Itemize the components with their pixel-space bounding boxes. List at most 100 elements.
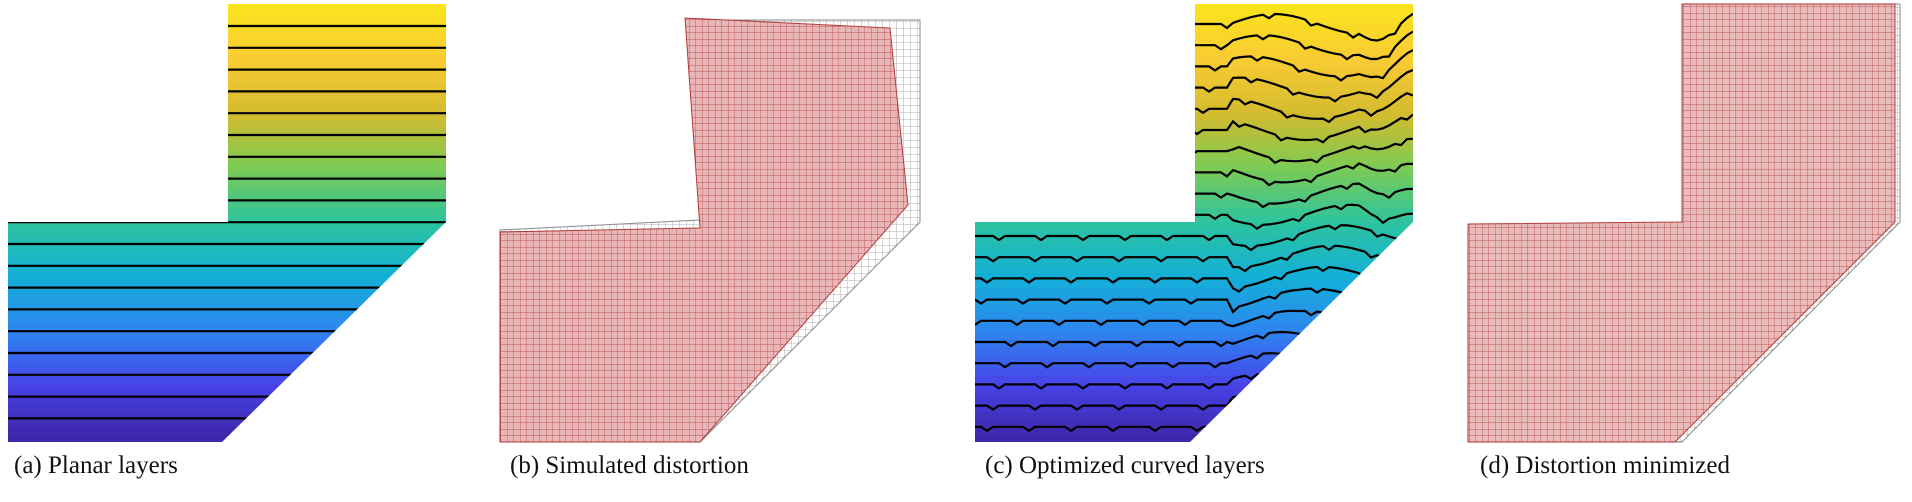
panel-c-color-band bbox=[975, 346, 1413, 355]
panel-a-color-band bbox=[8, 310, 446, 319]
panel-c-color-band bbox=[975, 83, 1413, 93]
panel-c-color-band bbox=[975, 244, 1413, 253]
panel-a-color-band bbox=[8, 222, 446, 231]
panel-a-color-band bbox=[8, 76, 446, 85]
panel-a-color-band bbox=[8, 156, 446, 166]
panel-a-color-band bbox=[8, 4, 446, 12]
panel-a-color-band bbox=[8, 361, 446, 370]
panel-c-color-band bbox=[975, 295, 1413, 304]
panel-c-color-band bbox=[975, 18, 1413, 27]
panel-a-color-band bbox=[8, 346, 446, 355]
panel-b-simulated-distortion bbox=[499, 17, 921, 443]
panel-a-color-band bbox=[8, 273, 446, 282]
panel-c-color-band bbox=[975, 368, 1413, 377]
panel-c-layer-line bbox=[975, 265, 1413, 293]
panel-c-color-band bbox=[975, 251, 1413, 260]
panel-c-curved-layers bbox=[975, 4, 1413, 442]
panel-c-color-band bbox=[975, 375, 1413, 385]
panel-a-color-band bbox=[8, 120, 446, 129]
panel-a-color-band bbox=[8, 10, 446, 20]
panel-a-color-band bbox=[8, 419, 446, 428]
panel-c-color-band bbox=[975, 310, 1413, 319]
panel-c-color-band bbox=[975, 273, 1413, 282]
panel-a-color-band bbox=[8, 302, 446, 312]
panel-a-color-band bbox=[8, 251, 446, 260]
panel-c-color-band bbox=[975, 98, 1413, 107]
figure-panels bbox=[8, 3, 1901, 443]
panel-a-color-band bbox=[8, 324, 446, 333]
panel-c-color-band bbox=[975, 390, 1413, 399]
panel-a-color-band bbox=[8, 383, 446, 392]
panel-c-color-band bbox=[975, 10, 1413, 20]
caption-d: (d) Distortion minimized bbox=[1480, 452, 1730, 479]
panel-c-color-band bbox=[975, 426, 1413, 436]
panel-a-color-band bbox=[8, 390, 446, 399]
panel-a-color-band bbox=[8, 266, 446, 275]
panel-c-color-band bbox=[975, 76, 1413, 85]
panel-c-color-band bbox=[975, 178, 1413, 187]
panel-c-color-band bbox=[975, 120, 1413, 129]
panel-a-color-band bbox=[8, 295, 446, 304]
panel-a-color-band bbox=[8, 237, 446, 246]
panel-a-color-band bbox=[8, 178, 446, 187]
panel-a-color-band bbox=[8, 317, 446, 326]
panel-c-color-band bbox=[975, 171, 1413, 180]
panel-c-color-band bbox=[975, 229, 1413, 239]
caption-c: (c) Optimized curved layers bbox=[985, 452, 1265, 479]
panel-c-color-band bbox=[975, 40, 1413, 49]
panel-a-color-band bbox=[8, 288, 446, 297]
panel-c-color-bands bbox=[975, 4, 1413, 442]
caption-b: (b) Simulated distortion bbox=[510, 452, 749, 479]
panel-a-color-band bbox=[8, 244, 446, 253]
panel-c-color-band bbox=[975, 149, 1413, 158]
panel-c-color-band bbox=[975, 332, 1413, 341]
panel-c-color-band bbox=[975, 353, 1413, 363]
panel-a-color-band bbox=[8, 164, 446, 173]
panel-b-deformed-mesh bbox=[499, 17, 909, 443]
panel-a-color-band bbox=[8, 229, 446, 239]
panel-a-color-band bbox=[8, 186, 446, 195]
panel-c-color-band bbox=[975, 134, 1413, 144]
panel-a-color-band bbox=[8, 368, 446, 377]
panel-a-color-band bbox=[8, 98, 446, 107]
panel-c-color-band bbox=[975, 156, 1413, 166]
panel-c-color-band bbox=[975, 412, 1413, 421]
panel-c-color-band bbox=[975, 405, 1413, 414]
panel-c-color-band bbox=[975, 419, 1413, 428]
panel-a-color-band bbox=[8, 280, 446, 290]
panel-c-color-band bbox=[975, 361, 1413, 370]
panel-a-color-band bbox=[8, 332, 446, 341]
panel-a-color-band bbox=[8, 142, 446, 151]
panel-a-color-band bbox=[8, 32, 446, 41]
panel-c-color-band bbox=[975, 4, 1413, 12]
panel-c-layer-line bbox=[975, 223, 1413, 252]
panel-a-color-band bbox=[8, 134, 446, 144]
panel-a-color-band bbox=[8, 259, 446, 268]
panel-a-color-band bbox=[8, 353, 446, 363]
panel-c-color-band bbox=[975, 280, 1413, 290]
panel-c-color-band bbox=[975, 61, 1413, 71]
panel-a-color-band bbox=[8, 434, 446, 442]
panel-c-color-band bbox=[975, 207, 1413, 217]
caption-a: (a) Planar layers bbox=[14, 452, 178, 479]
panel-a-planar-layers bbox=[8, 4, 446, 442]
panel-a-color-band bbox=[8, 405, 446, 414]
panel-c-color-band bbox=[975, 47, 1413, 56]
panel-a-color-band bbox=[8, 200, 446, 209]
panel-d-deformed-mesh bbox=[1467, 3, 1896, 443]
panel-c-color-band bbox=[975, 383, 1413, 392]
panel-a-color-band bbox=[8, 54, 446, 63]
panel-c-color-band bbox=[975, 237, 1413, 246]
panel-c-color-band bbox=[975, 302, 1413, 312]
panel-c-color-band bbox=[975, 193, 1413, 202]
panel-c-color-band bbox=[975, 288, 1413, 297]
panel-a-color-band bbox=[8, 426, 446, 436]
panel-c-color-band bbox=[975, 397, 1413, 406]
panel-c-layer-line bbox=[975, 244, 1413, 273]
panel-c-color-band bbox=[975, 339, 1413, 348]
panel-c-color-band bbox=[975, 259, 1413, 268]
panel-a-color-band bbox=[8, 339, 446, 348]
panel-c-color-band bbox=[975, 324, 1413, 333]
panel-a-color-band bbox=[8, 412, 446, 421]
